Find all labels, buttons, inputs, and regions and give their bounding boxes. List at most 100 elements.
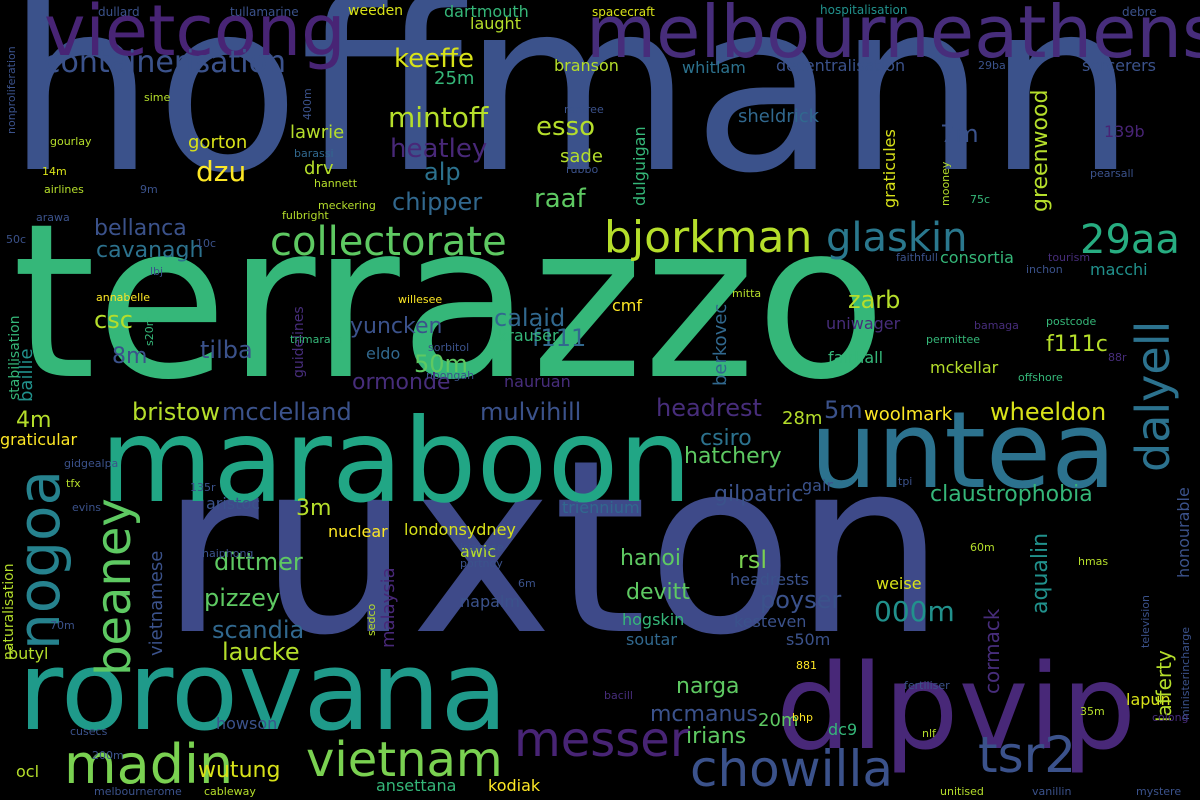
- word: messer: [514, 712, 690, 768]
- word: malaysia: [378, 567, 399, 648]
- word: 881: [796, 659, 817, 672]
- word: howson: [216, 714, 278, 733]
- word: cormack: [980, 608, 1004, 694]
- word: 139b: [1104, 122, 1145, 141]
- word: unitised: [940, 785, 984, 798]
- word: maraboon: [100, 394, 692, 529]
- word: weeden: [348, 3, 404, 19]
- word: annabelle: [96, 291, 151, 304]
- word: haiphong: [202, 547, 254, 560]
- word: sime: [144, 91, 171, 104]
- word: dullard: [98, 5, 140, 19]
- word: kesteven: [734, 612, 807, 631]
- word: fulbright: [282, 209, 329, 222]
- word: dulguigan: [630, 126, 649, 206]
- word: aristoc: [206, 494, 261, 513]
- word: hospitalisation: [820, 3, 908, 17]
- word: bacill: [604, 689, 633, 702]
- word: 35m: [1080, 705, 1105, 718]
- word: cmf: [612, 296, 643, 315]
- word: rorovana: [18, 627, 508, 755]
- word: honourable: [1174, 487, 1193, 578]
- word: sorbitol: [428, 341, 470, 354]
- word: willesee: [398, 293, 443, 306]
- word: woolmark: [864, 404, 953, 425]
- word: hatchery: [684, 444, 782, 469]
- word: nauruan: [504, 372, 571, 391]
- word: tilba: [200, 336, 253, 364]
- word: triennium: [562, 498, 640, 517]
- word: 88r: [1108, 351, 1127, 364]
- word: gair: [802, 476, 833, 495]
- word: faithfull: [896, 251, 938, 264]
- word: claustrophobia: [930, 482, 1093, 507]
- word: chipper: [392, 188, 483, 216]
- word: 70m: [50, 619, 75, 632]
- word: dzu: [196, 155, 247, 188]
- word: tpi: [898, 475, 913, 488]
- word: headrest: [656, 394, 762, 422]
- word: 400m: [301, 88, 314, 120]
- word: mulvihill: [480, 398, 582, 426]
- word: graticular: [0, 430, 78, 449]
- word: nlf: [922, 727, 936, 740]
- word: vietnamese: [146, 550, 167, 656]
- word: cusecs: [70, 725, 108, 738]
- word: gidgealpa: [64, 457, 119, 470]
- word: dartmouth: [444, 2, 529, 21]
- word: barassi: [294, 147, 334, 160]
- word: rubbo: [566, 163, 599, 176]
- word: wheeldon: [990, 398, 1107, 426]
- word: lbj: [150, 265, 164, 278]
- word: 25m: [434, 68, 475, 89]
- word: spacecraft: [592, 5, 655, 19]
- word: f111: [532, 324, 587, 352]
- word: postcode: [1046, 315, 1097, 328]
- word: irianese: [460, 541, 504, 554]
- word: narga: [676, 674, 740, 699]
- word: 75c: [970, 193, 991, 206]
- word: 29aa: [1080, 217, 1180, 263]
- word: mitta: [732, 287, 762, 300]
- word: containerisation: [44, 45, 286, 80]
- word: 50c: [6, 233, 27, 246]
- word: fertiliser: [904, 679, 950, 692]
- word: tullamarine: [230, 5, 299, 19]
- word: dalyell: [1126, 320, 1180, 472]
- word: mcmanus: [650, 702, 758, 727]
- word: raaf: [534, 184, 586, 214]
- word: television: [1139, 595, 1152, 648]
- word: hoffmann: [6, 0, 1137, 225]
- word: collectorate: [270, 219, 507, 265]
- word: bamaga: [974, 319, 1019, 332]
- word: fairhall: [828, 348, 884, 367]
- word: cableway: [204, 785, 256, 798]
- word: hmas: [1078, 555, 1109, 568]
- word: lawrie: [290, 122, 345, 143]
- word: eldo: [366, 344, 401, 363]
- word: tourism: [1048, 251, 1091, 264]
- word: mckellar: [930, 358, 999, 377]
- word: nonproliferation: [5, 46, 18, 134]
- word: uniwager: [826, 314, 901, 333]
- word: devitt: [626, 580, 690, 605]
- word: tsr2: [978, 726, 1077, 784]
- word: sade: [560, 146, 603, 167]
- word: aqualin: [1028, 532, 1053, 614]
- word: glaskin: [826, 215, 968, 261]
- word: arawa: [36, 211, 70, 224]
- word: 3m: [296, 496, 332, 521]
- word: bristow: [132, 398, 220, 426]
- word: ministerincharge: [1179, 626, 1192, 720]
- word: hanoi: [620, 546, 681, 571]
- word: nuclear: [328, 522, 388, 541]
- word: f111c: [1046, 332, 1108, 357]
- word: hannett: [314, 177, 358, 190]
- word: esso: [536, 112, 595, 142]
- word: scandia: [212, 616, 305, 644]
- word: sheldrick: [738, 106, 820, 127]
- word: headrests: [730, 570, 809, 589]
- word: wutung: [198, 758, 281, 783]
- word: decentralisation: [776, 56, 906, 75]
- word: zarb: [848, 286, 901, 314]
